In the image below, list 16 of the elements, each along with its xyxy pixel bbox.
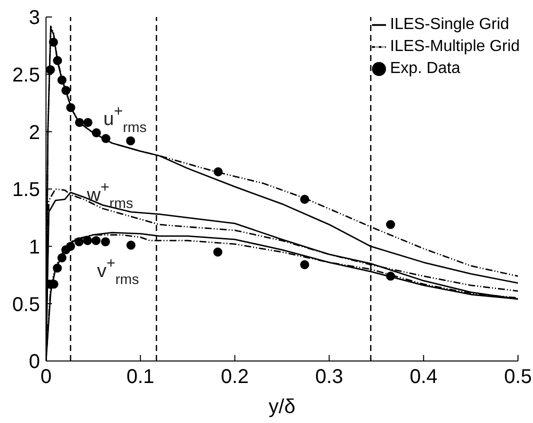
y-tick-label: 1.5: [12, 179, 40, 202]
x-tick-label: 0.2: [220, 366, 249, 388]
legend-label: ILES-Multiple Grid: [390, 38, 520, 55]
y-tick-label: 2.5: [12, 64, 40, 86]
legend-label: ILES-Single Grid: [390, 16, 510, 33]
x-tick-label: 0.1: [126, 366, 154, 388]
legend-label: Exp. Data: [390, 60, 460, 77]
x-tick-label: 0.3: [315, 366, 344, 388]
y-tick-label: 1: [28, 236, 40, 258]
x-tick-label: 0.5: [504, 366, 532, 388]
y-tick-label: 0: [28, 351, 40, 374]
x-tick-label: 0.4: [410, 366, 438, 388]
y-tick-label: 3: [28, 7, 40, 30]
y-tick-label: 2: [28, 122, 40, 144]
y-tick-label: 0.5: [12, 294, 40, 316]
x-axis-title: y/δ: [268, 396, 296, 418]
